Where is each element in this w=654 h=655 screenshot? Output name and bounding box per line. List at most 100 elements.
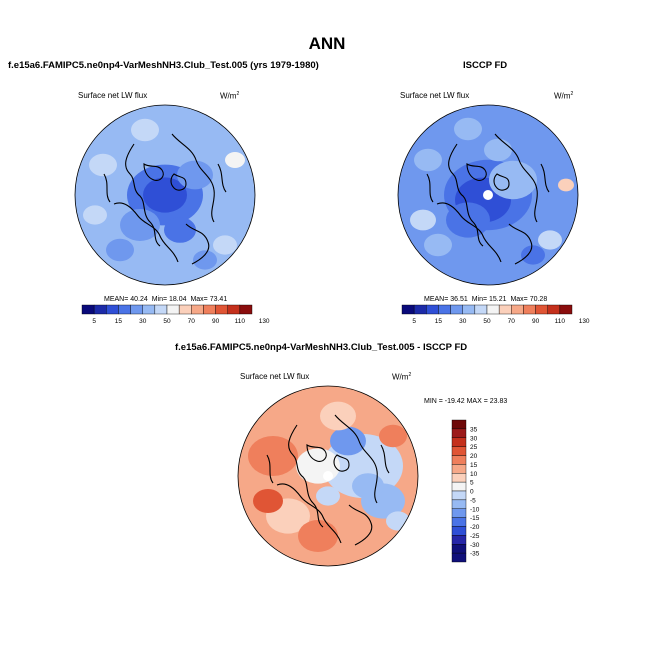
colorbar-swatch-9 [511,304,524,315]
colorbar-tick-label: 35 [470,426,478,433]
map-field-patch-5 [83,205,107,225]
map-field-patch-7 [253,489,283,513]
map-field-patch-11 [164,217,196,243]
map-field-patch-10 [424,233,452,257]
panel-obs-stats: MEAN= 36.51 Min= 15.21 Max= 70.28 [424,296,548,303]
colorbar-tick-label: 25 [470,444,478,451]
map-field-patch-2 [330,426,366,456]
map-coastline-2 [113,202,179,263]
colorbar-swatch-0 [451,419,467,430]
map-coastline-0 [125,143,161,247]
colorbar-tick-label: 130 [259,318,270,325]
map-coastline-1 [334,414,378,504]
colorbar-swatch-5 [451,464,467,474]
map-coastline-3 [348,504,373,546]
colorbar-tick-label: 90 [212,318,220,325]
map-coastline-6 [426,173,434,203]
colorbar-tick-label: 15 [435,318,443,325]
panel-diff-header: f.e15a6.FAMIPC5.ne0np4-VarMeshNH3.Club_T… [175,342,468,353]
map-coastline-3 [185,223,210,265]
map-coastline-4 [143,162,164,181]
colorbar-diff: 35 30 25 20 15 10 5 0-5 -10 -15 -20 -25 -30 -35 [451,419,480,563]
colorbar-swatch-6 [451,473,467,483]
map-field-patch-9 [521,245,545,265]
map-coastline-7 [380,444,390,474]
map-field-patch-4 [414,148,442,172]
map-field-patch-4 [89,153,117,177]
map-coastline-3 [508,223,533,265]
map-field-patch-9 [193,250,217,270]
colorbar-swatch-5 [462,304,476,315]
panel-diff-variable: Surface net LW flux [240,372,310,381]
colorbar-swatch-2 [426,304,439,315]
colorbar-tick-label: -15 [470,515,480,522]
colorbar-swatch-10 [451,508,467,518]
map-field-patch-11 [289,409,317,433]
colorbar-swatch-2 [106,304,119,315]
colorbar-tick-label: -30 [470,542,480,549]
colorbar-swatch-8 [178,304,192,315]
panel-model-header: f.e15a6.FAMIPC5.ne0np4-VarMeshNH3.Club_T… [8,60,319,71]
colorbar-swatch-12 [227,304,241,315]
map-field-patch-10 [379,424,407,448]
colorbar-swatch-1 [413,304,427,315]
map-field-patch-2 [120,209,160,241]
colorbar-swatch-8 [498,304,512,315]
colorbar-swatch-11 [451,517,467,527]
map-field-patch-13 [316,486,340,506]
panel-model-stats: MEAN= 40.24 Min= 18.04 Max= 73.41 [104,296,228,303]
map-coastline-0 [288,424,324,528]
panel-diff-stats: MIN = -19.42 MAX = 23.83 [424,398,508,405]
colorbar-model: 5 15 30 50 70 90 110 130 [81,304,270,325]
colorbar-tick-label: -20 [470,524,480,531]
map-coastline-5 [333,454,350,472]
panel-obs-variable: Surface net LW flux [400,91,470,100]
colorbar-swatch-9 [451,499,467,509]
panel-model-variable: Surface net LW flux [78,91,148,100]
map-field-patch-3 [352,473,384,499]
colorbar-swatch-15 [451,552,467,563]
colorbar-tick-label: 70 [508,318,516,325]
colorbar-tick-label: 70 [188,318,196,325]
page-title: ANN [308,34,346,53]
colorbar-swatch-14 [451,544,467,554]
colorbar-swatch-13 [559,304,573,315]
map-coastline-6 [103,173,111,203]
colorbar-swatch-7 [451,481,467,492]
map-coastline-2 [276,483,342,544]
colorbar-swatch-6 [154,304,168,315]
map-field-patch-3 [489,160,537,200]
map-pole-hole [483,190,493,200]
map-coastline-4 [466,162,487,181]
map-field-patch-8 [454,117,482,141]
map-field-patch-7 [558,178,574,192]
colorbar-tick-label: 130 [579,318,590,325]
map-field-patch-10 [106,238,134,262]
colorbar-tick-label: 0 [470,489,474,496]
colorbar-obs: 5 15 30 50 70 90 110 130 [401,304,590,325]
colorbar-swatch-1 [93,304,107,315]
map-field-patch-8 [131,118,159,142]
map-coastline-7 [540,163,550,193]
colorbar-tick-label: 15 [115,318,123,325]
colorbar-swatch-2 [451,437,467,447]
panel-model-units: W/m2 [220,91,240,101]
map-field-patch-6 [213,235,237,255]
colorbar-swatch-10 [523,304,536,315]
polar-map-diff [237,385,419,567]
map-coastline-4 [306,443,327,462]
map-coastline-2 [436,202,502,263]
colorbar-swatch-13 [451,535,467,545]
map-field-patch-6 [538,230,562,250]
map-coastline-6 [266,454,274,484]
map-coastline-5 [170,173,187,191]
map-coastline-5 [493,173,510,191]
colorbar-tick-label: 50 [163,318,171,325]
map-field-patch-3 [177,160,213,190]
colorbar-swatch-0 [401,304,415,315]
panel-obs-units: W/m2 [554,91,574,101]
colorbar-tick-label: 50 [483,318,491,325]
colorbar-swatch-3 [438,304,451,315]
colorbar-swatch-11 [215,304,228,315]
colorbar-tick-label: -5 [470,497,476,504]
